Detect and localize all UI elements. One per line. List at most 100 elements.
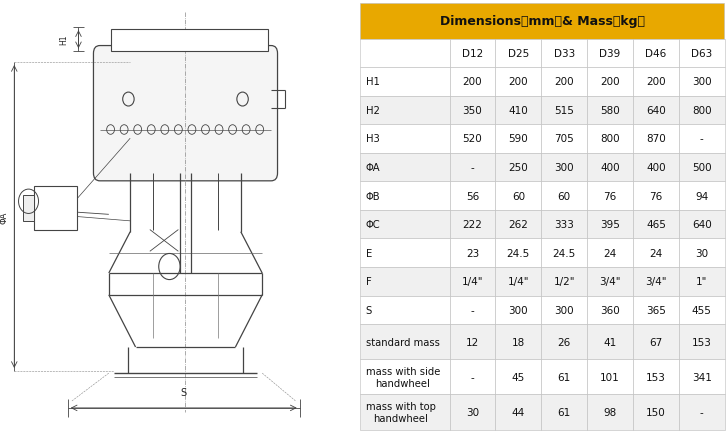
Text: 400: 400 bbox=[646, 163, 665, 173]
Bar bbox=[679, 154, 724, 182]
Bar bbox=[542, 296, 587, 325]
Text: 341: 341 bbox=[692, 372, 712, 382]
Bar bbox=[542, 39, 587, 68]
Bar bbox=[360, 239, 450, 267]
Text: D25: D25 bbox=[507, 49, 529, 59]
Bar bbox=[360, 39, 450, 68]
Bar bbox=[495, 154, 542, 182]
Text: 333: 333 bbox=[554, 220, 574, 230]
Bar bbox=[360, 267, 450, 296]
Text: 41: 41 bbox=[604, 337, 617, 347]
Bar bbox=[450, 68, 495, 96]
Bar bbox=[23, 195, 34, 221]
Bar bbox=[587, 395, 633, 430]
Text: 18: 18 bbox=[512, 337, 525, 347]
Text: 56: 56 bbox=[466, 191, 479, 201]
Bar bbox=[360, 296, 450, 325]
Bar bbox=[450, 182, 495, 210]
Text: S: S bbox=[366, 305, 372, 315]
Text: 262: 262 bbox=[508, 220, 529, 230]
Text: 640: 640 bbox=[646, 106, 666, 115]
Text: ΦB: ΦB bbox=[366, 191, 381, 201]
Text: 1/2": 1/2" bbox=[553, 277, 575, 287]
Text: D12: D12 bbox=[462, 49, 483, 59]
Bar bbox=[542, 267, 587, 296]
Text: -: - bbox=[470, 305, 475, 315]
Text: 200: 200 bbox=[509, 77, 528, 87]
Bar bbox=[633, 154, 679, 182]
Text: 640: 640 bbox=[692, 220, 712, 230]
Bar bbox=[450, 239, 495, 267]
Text: S: S bbox=[181, 387, 187, 397]
Text: -: - bbox=[700, 134, 704, 144]
Text: 24.5: 24.5 bbox=[507, 248, 530, 258]
Bar bbox=[542, 182, 587, 210]
Text: 1/4": 1/4" bbox=[462, 277, 483, 287]
Text: 45: 45 bbox=[512, 372, 525, 382]
Bar bbox=[450, 395, 495, 430]
Text: ΦA: ΦA bbox=[0, 211, 9, 223]
Text: 300: 300 bbox=[692, 77, 711, 87]
Text: 300: 300 bbox=[555, 163, 574, 173]
Bar bbox=[679, 267, 724, 296]
Bar bbox=[450, 210, 495, 239]
Bar bbox=[360, 154, 450, 182]
Bar bbox=[679, 395, 724, 430]
Bar bbox=[495, 239, 542, 267]
Text: 200: 200 bbox=[601, 77, 620, 87]
Bar bbox=[633, 125, 679, 154]
Bar bbox=[450, 96, 495, 125]
Bar bbox=[360, 210, 450, 239]
Bar bbox=[542, 239, 587, 267]
Bar bbox=[633, 296, 679, 325]
Text: 515: 515 bbox=[554, 106, 574, 115]
Bar bbox=[360, 96, 450, 125]
Text: 24: 24 bbox=[649, 248, 662, 258]
Bar bbox=[587, 154, 633, 182]
Text: D39: D39 bbox=[599, 49, 621, 59]
Bar bbox=[450, 359, 495, 395]
Text: 24.5: 24.5 bbox=[553, 248, 576, 258]
Bar bbox=[587, 267, 633, 296]
Text: 300: 300 bbox=[509, 305, 528, 315]
Bar bbox=[587, 39, 633, 68]
Text: 3/4": 3/4" bbox=[645, 277, 667, 287]
Bar bbox=[633, 267, 679, 296]
Bar bbox=[542, 68, 587, 96]
Bar bbox=[679, 296, 724, 325]
Bar bbox=[633, 68, 679, 96]
Bar bbox=[587, 68, 633, 96]
Bar bbox=[495, 267, 542, 296]
Text: mass with side
handwheel: mass with side handwheel bbox=[366, 366, 440, 388]
Bar bbox=[679, 39, 724, 68]
Bar bbox=[495, 125, 542, 154]
Text: 150: 150 bbox=[646, 407, 666, 417]
Bar bbox=[587, 96, 633, 125]
Text: -: - bbox=[470, 372, 475, 382]
Text: 1/4": 1/4" bbox=[507, 277, 529, 287]
Text: 222: 222 bbox=[462, 220, 483, 230]
Text: 360: 360 bbox=[600, 305, 620, 315]
Bar bbox=[495, 39, 542, 68]
Text: 30: 30 bbox=[466, 407, 479, 417]
Text: 250: 250 bbox=[508, 163, 529, 173]
Text: 67: 67 bbox=[649, 337, 662, 347]
Bar bbox=[587, 125, 633, 154]
Bar bbox=[360, 182, 450, 210]
Text: 3/4": 3/4" bbox=[599, 277, 621, 287]
Bar bbox=[450, 154, 495, 182]
Bar bbox=[587, 359, 633, 395]
Text: 60: 60 bbox=[558, 191, 571, 201]
Bar bbox=[633, 325, 679, 359]
Bar bbox=[450, 125, 495, 154]
Bar bbox=[587, 325, 633, 359]
Text: -: - bbox=[470, 163, 475, 173]
Bar bbox=[633, 96, 679, 125]
Text: 395: 395 bbox=[600, 220, 620, 230]
Bar bbox=[111, 30, 268, 52]
Bar bbox=[679, 96, 724, 125]
Text: H2: H2 bbox=[366, 106, 380, 115]
Bar bbox=[542, 96, 587, 125]
Bar bbox=[360, 395, 450, 430]
Text: H1: H1 bbox=[366, 77, 380, 87]
